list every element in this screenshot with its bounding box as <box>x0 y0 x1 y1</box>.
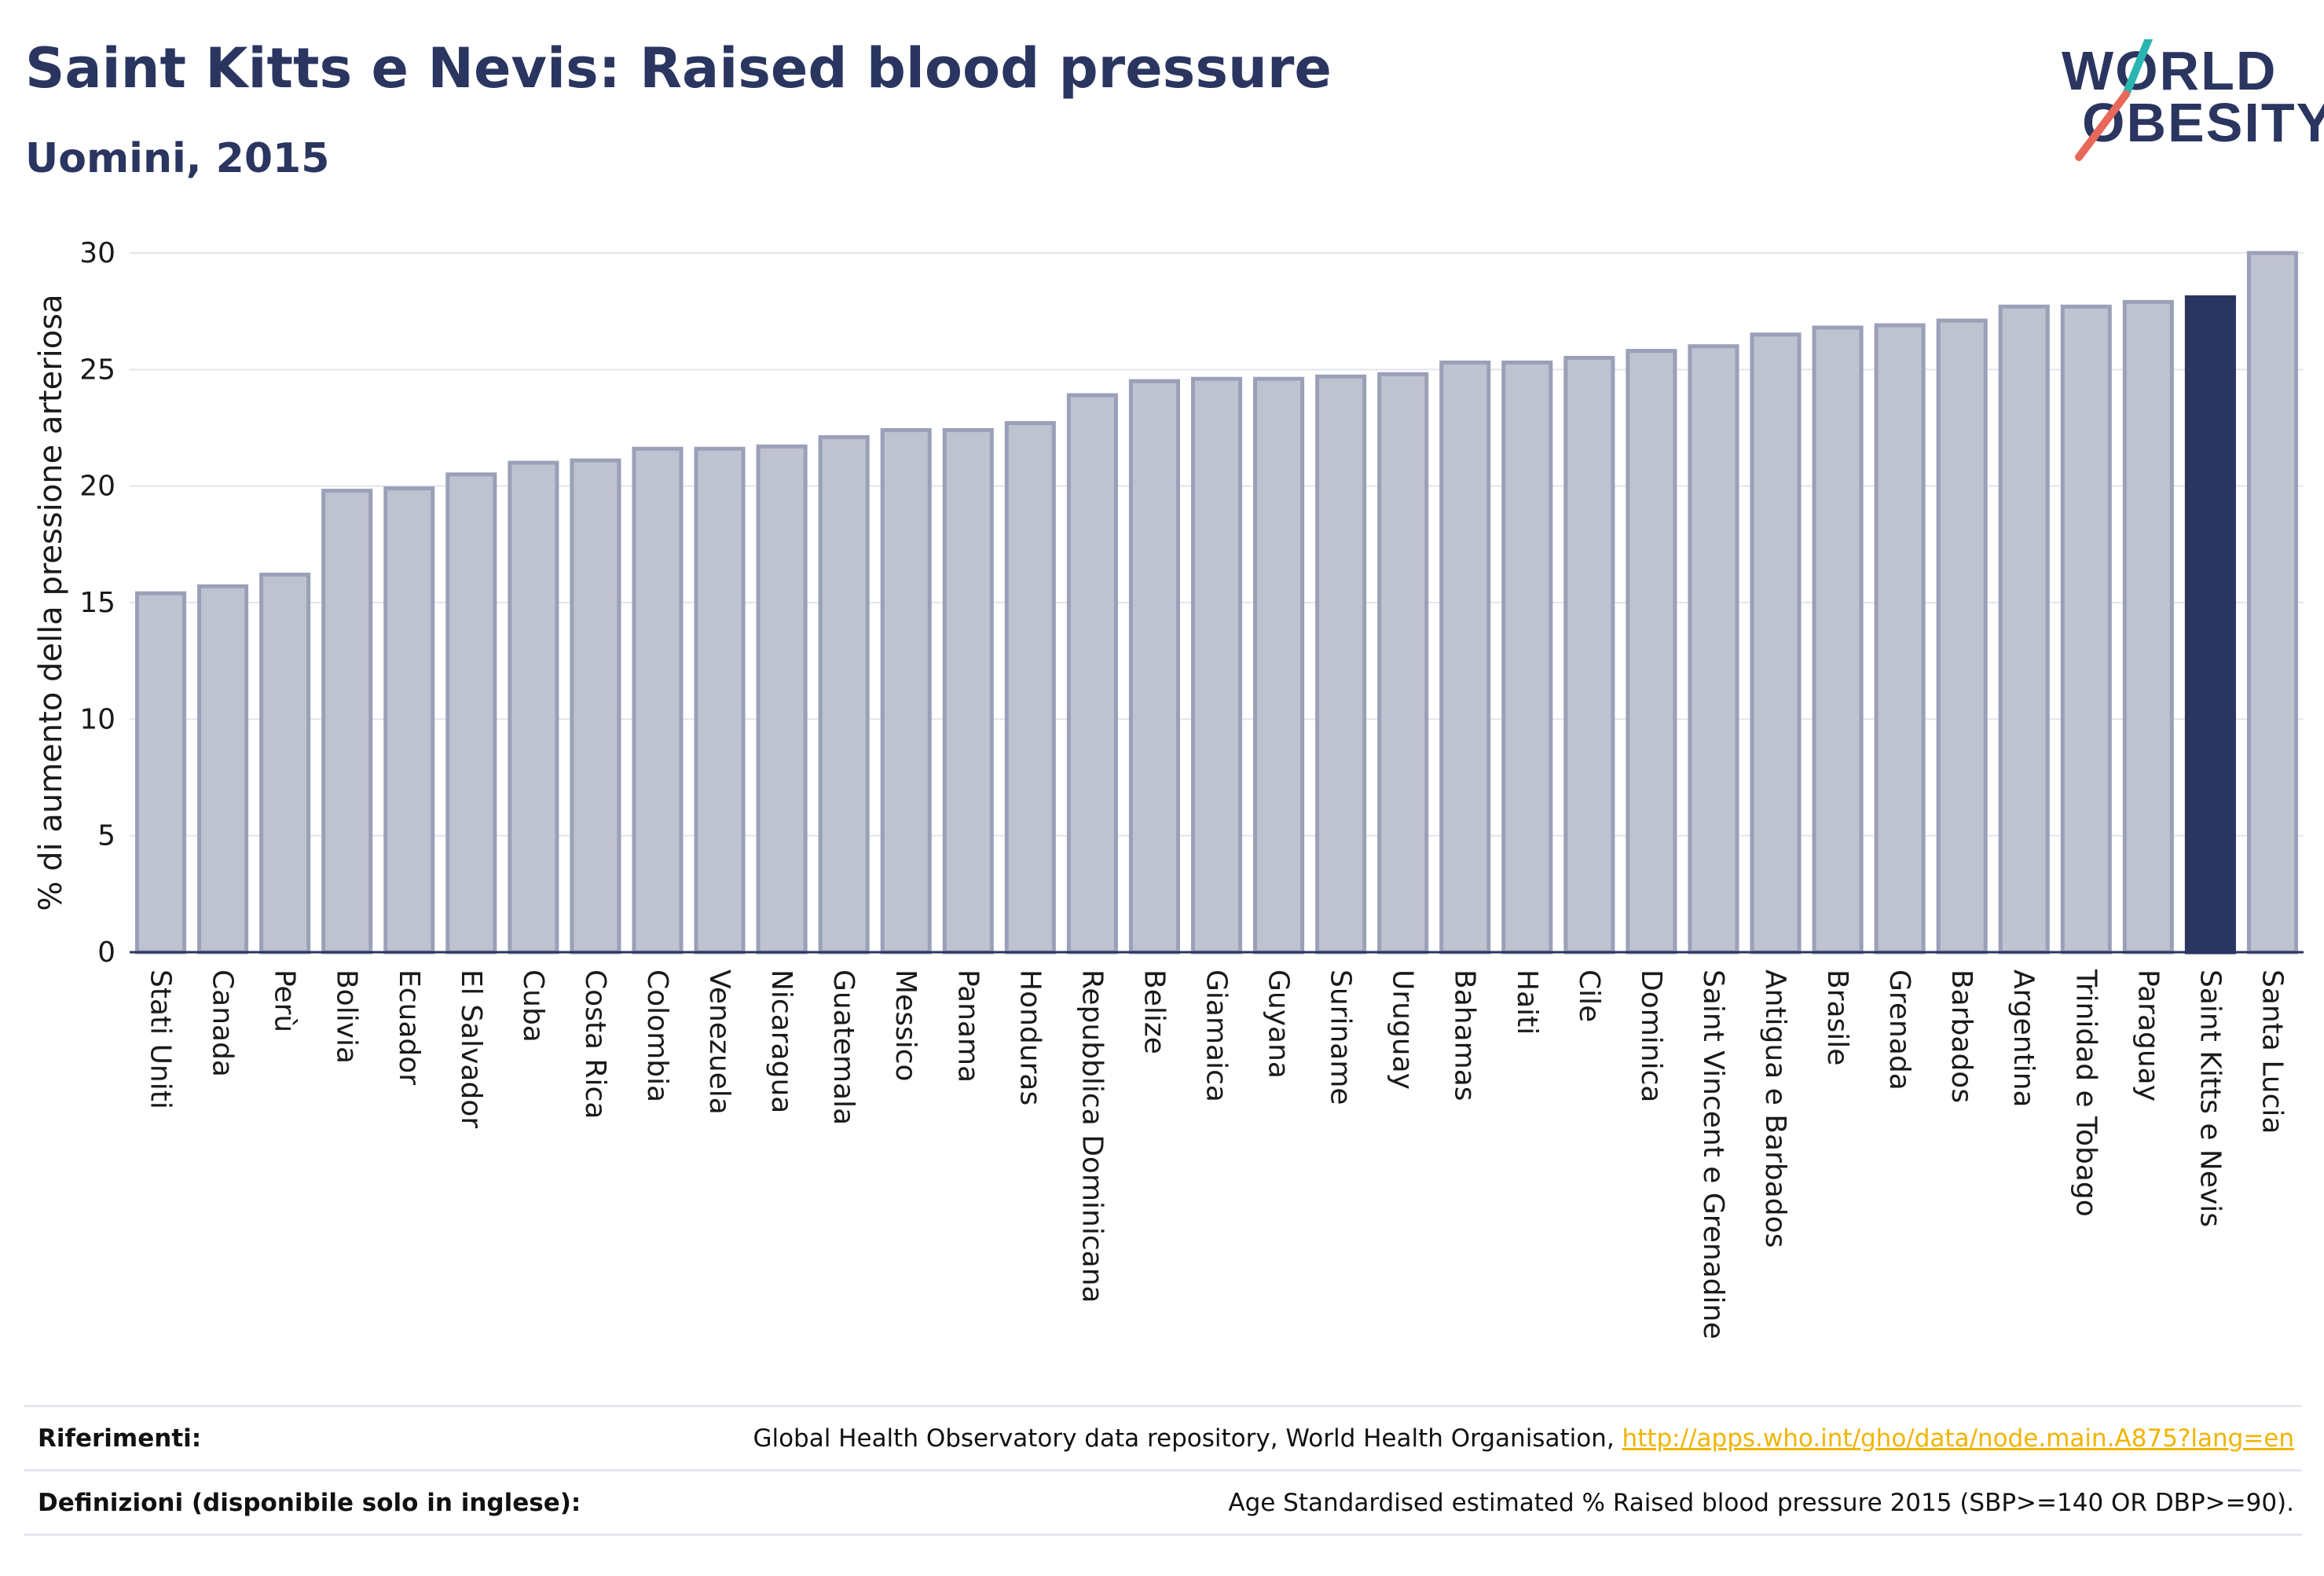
bar <box>134 591 187 955</box>
bar <box>321 489 373 955</box>
bar <box>2122 299 2174 955</box>
bar <box>1812 325 1864 955</box>
y-tick-label: 15 <box>79 587 115 619</box>
x-tick-label: Barbados <box>1945 969 1978 1103</box>
bar <box>445 472 497 955</box>
x-tick-label: Paraguay <box>2132 969 2164 1101</box>
bar <box>1626 349 1677 955</box>
x-tick-label: Venezuela <box>703 969 735 1115</box>
y-tick-label: 30 <box>79 237 115 269</box>
y-tick-label: 25 <box>79 354 115 386</box>
x-tick-label: El Salvador <box>455 969 487 1128</box>
y-tick-label: 0 <box>97 936 115 969</box>
x-tick-label: Guatemala <box>827 969 860 1125</box>
y-tick-label: 10 <box>79 703 115 735</box>
bar <box>2246 251 2299 955</box>
bar <box>1315 374 1367 955</box>
bar <box>1874 323 1926 955</box>
logo-line1: WORLD <box>2062 40 2278 101</box>
x-tick-label: Perù <box>269 969 301 1032</box>
x-tick-label: Bolivia <box>331 969 363 1064</box>
bar <box>570 458 621 955</box>
bar <box>1004 421 1056 955</box>
bar <box>1688 344 1739 955</box>
x-tick-label: Uruguay <box>1387 969 1419 1090</box>
bar <box>694 446 746 955</box>
x-tick-label: Suriname <box>1325 969 1357 1105</box>
logo-slash-icon <box>2075 39 2154 161</box>
bar <box>259 572 311 955</box>
references-label: Riferimenti: <box>38 1424 202 1453</box>
bar <box>508 460 559 955</box>
x-tick-label: Cuba <box>517 969 549 1043</box>
y-axis-label: % di aumento della pressione arteriosa <box>33 294 69 911</box>
bar <box>383 486 435 955</box>
bar <box>1501 360 1553 955</box>
world-obesity-logo: WORLD OBESITY <box>2051 39 2324 169</box>
bar <box>1936 318 1988 955</box>
bar <box>1998 304 2050 955</box>
bar <box>942 427 994 955</box>
references-link[interactable]: http://apps.who.int/gho/data/node.main.A… <box>1622 1424 2294 1453</box>
definitions-row: Definizioni (disponibile solo in inglese… <box>24 1469 2302 1534</box>
bar <box>1190 376 1243 955</box>
references-text: Global Health Observatory data repositor… <box>753 1424 1622 1453</box>
definitions-text: Age Standardised estimated % Raised bloo… <box>1228 1489 2294 1517</box>
page-title: Saint Kitts e Nevis: Raised blood pressu… <box>25 36 1332 101</box>
x-tick-label: Honduras <box>1014 969 1046 1105</box>
x-tick-label: Messico <box>889 969 922 1082</box>
bar <box>1253 376 1305 955</box>
bar <box>880 427 932 955</box>
bar <box>756 444 808 955</box>
x-tick-label: Cile <box>1573 969 1605 1022</box>
bar <box>1128 379 1180 955</box>
bar <box>2060 304 2112 955</box>
page-subtitle: Uomini, 2015 <box>25 135 330 182</box>
x-tick-label: Antigua e Barbados <box>1759 969 1791 1248</box>
x-tick-label: Colombia <box>641 969 673 1102</box>
bar <box>1066 393 1118 955</box>
x-tick-label: Giamaica <box>1200 969 1233 1102</box>
x-tick-label: Saint Kitts e Nevis <box>2194 969 2226 1227</box>
x-tick-label: Grenada <box>1883 969 1915 1090</box>
x-tick-label: Nicaragua <box>765 969 797 1113</box>
x-tick-label: Repubblica Dominicana <box>1076 969 1108 1303</box>
bar-chart: 0 5 10 15 20 25 30 % di aumento della pressione… <box>33 237 2304 1340</box>
x-tick-label: Stati Uniti <box>145 969 177 1109</box>
x-tick-label: Argentina <box>2007 969 2040 1108</box>
x-tick-label: Dominica <box>1635 969 1667 1103</box>
bar <box>2184 295 2236 955</box>
x-tick-label: Ecuador <box>393 969 425 1085</box>
x-tick-label: Bahamas <box>1449 969 1481 1101</box>
y-tick-label: 5 <box>97 820 115 852</box>
bar <box>1377 372 1429 955</box>
x-tick-label: Brasile <box>1821 969 1853 1065</box>
y-tick-label: 20 <box>79 471 115 503</box>
bar <box>1563 356 1615 955</box>
x-tick-label: Trinidad e Tobago <box>2069 969 2102 1217</box>
footer-divider <box>24 1534 2302 1536</box>
x-tick-label: Panama <box>951 969 984 1083</box>
bar <box>632 446 684 955</box>
bar <box>1750 332 1802 955</box>
references-value: Global Health Observatory data repositor… <box>753 1424 2294 1453</box>
x-tick-label: Saint Vincent e Grenadine <box>1697 969 1729 1340</box>
x-tick-label: Santa Lucia <box>2256 969 2288 1134</box>
x-tick-label: Haiti <box>1511 969 1543 1035</box>
bar <box>1439 360 1491 955</box>
bar <box>818 434 870 955</box>
x-tick-label: Belize <box>1138 969 1170 1054</box>
x-tick-label: Guyana <box>1263 969 1295 1079</box>
x-tick-label: Canada <box>207 969 239 1077</box>
definitions-label: Definizioni (disponibile solo in inglese… <box>38 1489 581 1517</box>
references-row: Riferimenti: Global Health Observatory d… <box>24 1405 2302 1470</box>
bar <box>197 584 249 955</box>
x-tick-label: Costa Rica <box>579 969 611 1119</box>
